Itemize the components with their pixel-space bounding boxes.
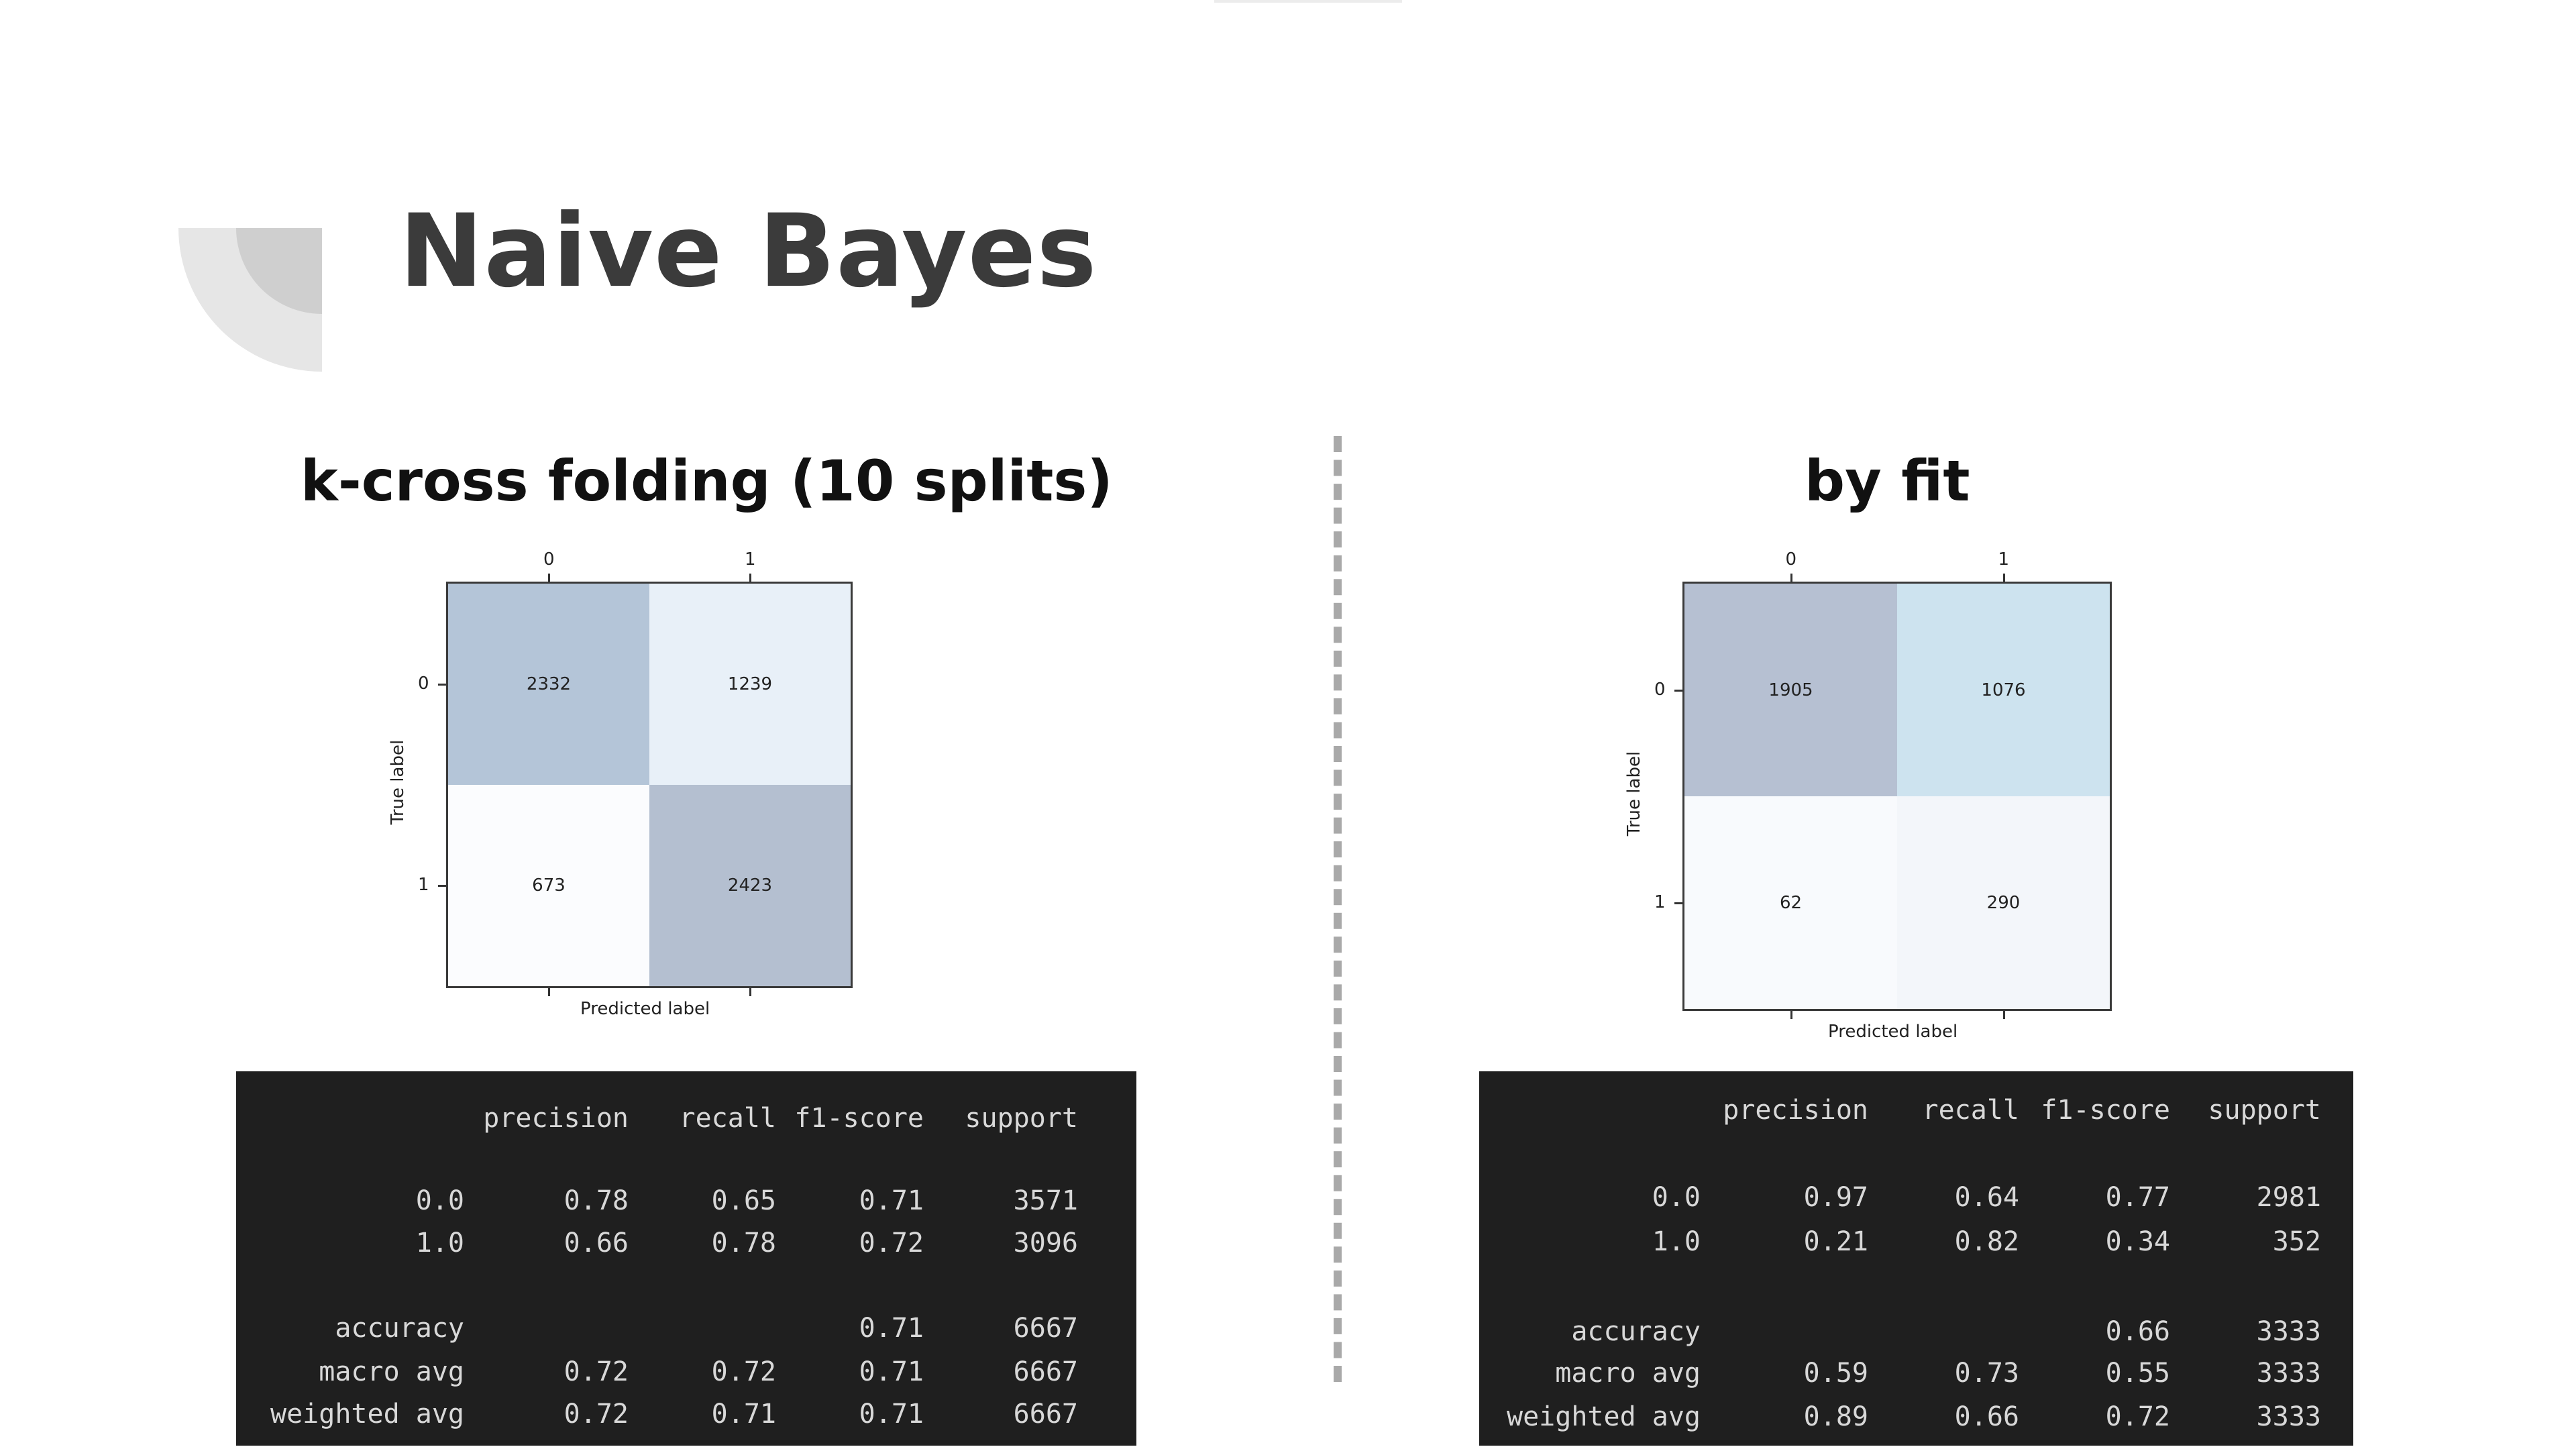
x-tick-mark-top (1790, 574, 1792, 582)
report-precision: 0.97 (1803, 1182, 1868, 1213)
y-tick-label: 1 (418, 875, 429, 895)
report-f1: 0.34 (2105, 1226, 2170, 1257)
dashed-divider (1334, 436, 1342, 1382)
report-support: 3333 (2256, 1316, 2321, 1347)
report-support: 3333 (2256, 1358, 2321, 1389)
y-tick-label: 0 (418, 674, 429, 694)
x-tick-mark-bottom (2002, 1011, 2005, 1019)
matrix-grid: 2332 1239 673 2423 (446, 582, 853, 988)
y-axis-title: True label (388, 739, 409, 825)
report-f1: 0.72 (859, 1228, 924, 1258)
report-header-precision: precision (483, 1103, 629, 1134)
report-f1: 0.55 (2105, 1358, 2170, 1389)
y-tick-mark (438, 684, 446, 686)
report-support: 6667 (1013, 1356, 1078, 1387)
section-heading-kfold: k-cross folding (10 splits) (301, 448, 1113, 514)
matrix-grid: 1905 1076 62 290 (1682, 582, 2112, 1011)
report-support: 2981 (2256, 1182, 2321, 1213)
x-tick-label: 1 (1998, 549, 2010, 570)
report-f1: 0.71 (859, 1356, 924, 1387)
x-axis-title: Predicted label (580, 999, 710, 1019)
report-support: 6667 (1013, 1313, 1078, 1344)
report-precision: 0.21 (1803, 1226, 1868, 1257)
report-support: 352 (2272, 1226, 2321, 1257)
matrix-cell-1-1: 2423 (649, 785, 851, 986)
slide-title: Naive Bayes (399, 193, 1097, 310)
y-tick-mark (1674, 689, 1682, 692)
matrix-cell-1-0: 673 (448, 785, 649, 986)
report-row-label: weighted avg (270, 1399, 464, 1430)
report-header-precision: precision (1723, 1095, 1868, 1126)
report-recall: 0.64 (1954, 1182, 2019, 1213)
x-tick-mark-top (749, 574, 751, 582)
x-tick-mark-bottom (749, 988, 751, 996)
x-tick-label: 1 (745, 549, 756, 570)
report-precision: 0.89 (1803, 1401, 1868, 1432)
report-support: 3096 (1013, 1228, 1078, 1258)
x-tick-mark-bottom (548, 988, 550, 996)
report-support: 3333 (2256, 1401, 2321, 1432)
report-f1: 0.71 (859, 1185, 924, 1216)
report-recall: 0.71 (711, 1399, 776, 1430)
y-axis-title: True label (1624, 751, 1645, 837)
report-header-f1-score: f1-score (794, 1103, 924, 1134)
x-tick-label: 0 (543, 549, 555, 570)
report-row-label: macro avg (1555, 1358, 1701, 1389)
x-tick-label: 0 (1785, 549, 1797, 570)
x-tick-mark-top (2002, 574, 2005, 582)
classification-report-kfold: precision recall f1-score support 0.0 0.78 0.6… (236, 1071, 1136, 1446)
report-support: 3571 (1013, 1185, 1078, 1216)
report-row-label: 1.0 (1652, 1226, 1701, 1257)
y-tick-mark (1674, 902, 1682, 904)
report-precision: 0.59 (1803, 1358, 1868, 1389)
report-row-label: 0.0 (415, 1185, 464, 1216)
matrix-cell-0-0: 1905 (1684, 584, 1897, 796)
report-precision: 0.78 (564, 1185, 629, 1216)
report-header-recall: recall (1922, 1095, 2020, 1126)
matrix-cell-0-0: 2332 (448, 584, 649, 785)
report-f1: 0.72 (2105, 1401, 2170, 1432)
report-f1: 0.77 (2105, 1182, 2170, 1213)
report-header-support: support (965, 1103, 1078, 1134)
report-support: 6667 (1013, 1399, 1078, 1430)
x-axis-title: Predicted label (1828, 1022, 1958, 1042)
report-row-label: macro avg (319, 1356, 464, 1387)
report-recall: 0.78 (711, 1228, 776, 1258)
report-recall: 0.73 (1954, 1358, 2019, 1389)
y-tick-label: 1 (1654, 892, 1666, 912)
matrix-cell-0-1: 1076 (1897, 584, 2110, 796)
report-recall: 0.65 (711, 1185, 776, 1216)
report-recall: 0.82 (1954, 1226, 2019, 1257)
y-tick-mark (438, 885, 446, 887)
x-tick-mark-top (548, 574, 550, 582)
matrix-cell-1-0: 62 (1684, 796, 1897, 1009)
classification-report-fit: precision recall f1-score support 0.0 0.97 0.6… (1479, 1071, 2353, 1446)
report-row-label: 0.0 (1652, 1182, 1701, 1213)
matrix-cell-1-1: 290 (1897, 796, 2110, 1009)
matrix-cell-0-1: 1239 (649, 584, 851, 785)
report-header-support: support (2208, 1095, 2321, 1126)
report-header-recall: recall (679, 1103, 777, 1134)
report-recall: 0.66 (1954, 1401, 2019, 1432)
top-accent-bar (1214, 0, 1402, 3)
report-f1: 0.66 (2105, 1316, 2170, 1347)
report-precision: 0.72 (564, 1356, 629, 1387)
section-heading-fit: by fit (1805, 448, 1970, 514)
y-tick-label: 0 (1654, 679, 1666, 700)
report-recall: 0.72 (711, 1356, 776, 1387)
report-header-f1-score: f1-score (2041, 1095, 2170, 1126)
report-row-label: 1.0 (415, 1228, 464, 1258)
report-f1: 0.71 (859, 1313, 924, 1344)
x-tick-mark-bottom (1790, 1011, 1792, 1019)
report-f1: 0.71 (859, 1399, 924, 1430)
report-row-label: weighted avg (1507, 1401, 1701, 1432)
report-precision: 0.66 (564, 1228, 629, 1258)
report-precision: 0.72 (564, 1399, 629, 1430)
report-row-label: accuracy (335, 1313, 464, 1344)
report-row-label: accuracy (1571, 1316, 1701, 1347)
